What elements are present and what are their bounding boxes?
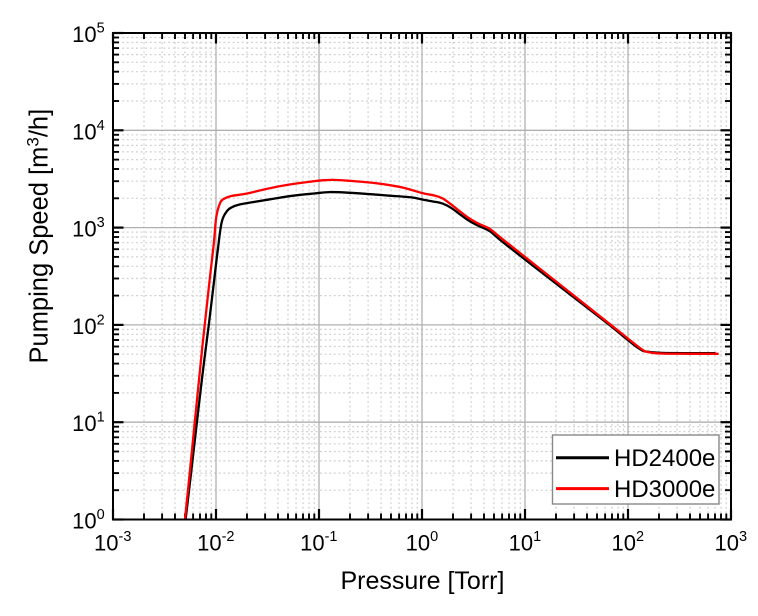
svg-text:Pumping Speed [m3/h]: Pumping Speed [m3/h] bbox=[24, 109, 54, 364]
svg-text:HD2400e: HD2400e bbox=[614, 445, 715, 472]
svg-text:10-2: 10-2 bbox=[197, 529, 234, 556]
svg-text:Pressure [Torr]: Pressure [Torr] bbox=[341, 567, 505, 595]
svg-text:HD3000e: HD3000e bbox=[614, 476, 715, 503]
